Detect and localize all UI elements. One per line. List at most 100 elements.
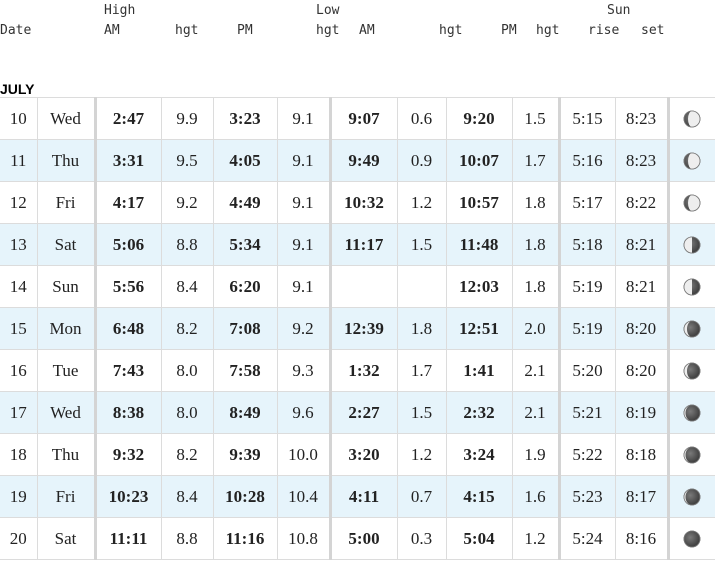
low-pm-height: 2.1 [512,349,561,392]
high-am-time: 10:23 [95,475,162,518]
high-am-time: 9:32 [95,433,162,476]
header-date: Date [0,23,32,38]
high-am-time: 5:06 [95,223,162,266]
waning-gibbous-icon [683,110,701,127]
new-moon-icon [683,530,701,547]
high-pm-height: 10.0 [277,433,332,476]
weekday-cell: Sat [37,517,97,560]
low-am-height: 0.3 [397,517,447,560]
sunrise-time: 5:20 [559,349,616,392]
header-sun: Sun [607,3,631,18]
day-cell: 14 [0,265,38,308]
moon-phase-cell [668,349,715,392]
crescent-icon [683,488,701,505]
high-am-height: 8.8 [161,223,214,266]
weekday-cell: Thu [37,139,97,182]
high-am-time: 5:56 [95,265,162,308]
sunset-time: 8:18 [615,433,670,476]
low-pm-height: 1.5 [512,97,561,140]
high-pm-height: 9.3 [277,349,332,392]
low-am-height: 1.2 [397,433,447,476]
day-cell: 15 [0,307,38,350]
high-am-height: 9.5 [161,139,214,182]
low-pm-time: 2:32 [446,391,513,434]
high-pm-height: 9.2 [277,307,332,350]
table-row: 20 Sat 11:11 8.8 11:16 10.8 5:00 0.3 5:04 1.2 5:24… [0,517,715,560]
sunset-time: 8:22 [615,181,670,224]
table-row: 14 Sun 5:56 8.4 6:20 9.1 12:03 1.8 5:19 8:21 [0,265,715,308]
waning-crescent-icon [683,362,701,379]
weekday-cell: Wed [37,391,97,434]
low-pm-time: 5:04 [446,517,513,560]
table-row: 10 Wed 2:47 9.9 3:23 9.1 9:07 0.6 9:20 1.5 5:15 8:2… [0,97,715,140]
low-pm-height: 1.8 [512,223,561,266]
header-high-pm: PM [237,23,253,38]
weekday-cell: Sat [37,223,97,266]
moon-phase-cell [668,139,715,182]
high-am-height: 8.2 [161,307,214,350]
waning-crescent-icon [683,320,701,337]
sunrise-time: 5:16 [559,139,616,182]
high-am-time: 6:48 [95,307,162,350]
crescent-icon [683,404,701,421]
day-cell: 16 [0,349,38,392]
low-am-time [330,265,398,308]
low-pm-height: 1.6 [512,475,561,518]
high-pm-height: 9.1 [277,223,332,266]
moon-phase-cell [668,265,715,308]
high-pm-time: 7:58 [213,349,278,392]
tide-table: 10 Wed 2:47 9.9 3:23 9.1 9:07 0.6 9:20 1.5 5:15 8:2… [0,97,715,560]
high-pm-time: 4:05 [213,139,278,182]
low-am-height: 1.8 [397,307,447,350]
low-pm-time: 1:41 [446,349,513,392]
low-am-height: 1.2 [397,181,447,224]
sunset-time: 8:21 [615,223,670,266]
day-cell: 12 [0,181,38,224]
high-am-time: 2:47 [95,97,162,140]
low-am-time: 4:11 [330,475,398,518]
header-sun-rise: rise [588,23,620,38]
sunrise-time: 5:21 [559,391,616,434]
sunrise-time: 5:15 [559,97,616,140]
low-pm-time: 9:20 [446,97,513,140]
sunset-time: 8:19 [615,391,670,434]
high-am-time: 8:38 [95,391,162,434]
day-cell: 13 [0,223,38,266]
low-am-time: 1:32 [330,349,398,392]
header-high-am: AM [104,23,120,38]
high-am-height: 8.4 [161,265,214,308]
sunrise-time: 5:17 [559,181,616,224]
header-low-am-hgt: hgt [439,23,463,38]
low-am-height: 1.5 [397,391,447,434]
waning-gibbous-icon [683,194,701,211]
high-pm-height: 9.1 [277,265,332,308]
high-pm-height: 10.8 [277,517,332,560]
sunrise-time: 5:19 [559,265,616,308]
day-cell: 19 [0,475,38,518]
sunset-time: 8:23 [615,139,670,182]
table-row: 19 Fri 10:23 8.4 10:28 10.4 4:11 0.7 4:15 1.6 5:23… [0,475,715,518]
high-pm-time: 5:34 [213,223,278,266]
low-am-time: 3:20 [330,433,398,476]
sunset-time: 8:23 [615,97,670,140]
day-cell: 18 [0,433,38,476]
low-am-height: 0.6 [397,97,447,140]
day-cell: 10 [0,97,38,140]
high-pm-time: 6:20 [213,265,278,308]
third-quarter-icon [683,236,701,253]
low-pm-time: 10:57 [446,181,513,224]
low-pm-height: 1.2 [512,517,561,560]
weekday-cell: Tue [37,349,97,392]
sunset-time: 8:20 [615,307,670,350]
high-pm-height: 9.6 [277,391,332,434]
day-cell: 11 [0,139,38,182]
moon-phase-cell [668,391,715,434]
low-am-height: 1.7 [397,349,447,392]
header-low-am: AM [359,23,375,38]
table-row: 17 Wed 8:38 8.0 8:49 9.6 2:27 1.5 2:32 2.1 5:21 8:1… [0,391,715,434]
sunrise-time: 5:19 [559,307,616,350]
low-am-time: 12:39 [330,307,398,350]
sunset-time: 8:21 [615,265,670,308]
header-sun-set: set [641,23,665,38]
high-am-time: 4:17 [95,181,162,224]
